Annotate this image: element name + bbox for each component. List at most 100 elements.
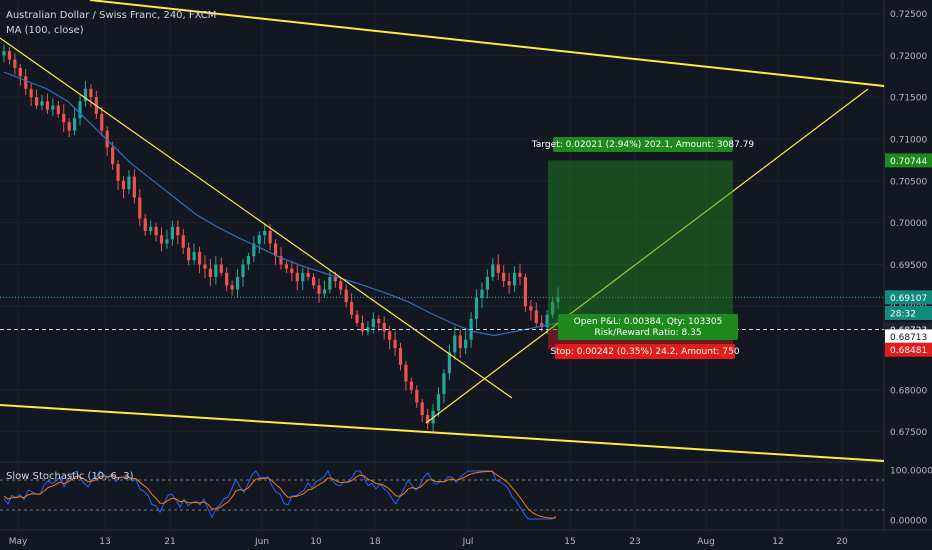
- price-tick-label: 0.69500: [890, 261, 927, 271]
- open-pl-label-text: Risk/Reward Ratio: 8.35: [594, 328, 701, 338]
- candle-body: [7, 51, 12, 60]
- candle-body: [111, 147, 115, 165]
- candle-body: [181, 235, 185, 248]
- candle-body: [328, 277, 332, 290]
- profit-zone: [548, 160, 733, 330]
- candle-body: [398, 348, 403, 365]
- candle-body: [404, 364, 408, 382]
- time-tick-label: 23: [629, 537, 640, 547]
- time-tick-label: 21: [164, 537, 175, 547]
- candle-body: [534, 310, 538, 323]
- time-tick-label: 12: [772, 537, 783, 547]
- time-tick-label: 20: [836, 537, 848, 547]
- candle-body: [149, 226, 153, 231]
- candle-body: [203, 264, 207, 269]
- candle-body: [507, 281, 511, 286]
- candle-body: [235, 277, 240, 290]
- candle-body: [263, 231, 267, 236]
- candle-body: [176, 226, 180, 236]
- open-pl-label: Open P&L: 0.00384, Qty: 103305Risk/Rewar…: [558, 314, 738, 340]
- stoch-tick-label: 0.00000: [890, 517, 927, 527]
- candle-body: [257, 235, 261, 244]
- target-label-text: Target: 0.02021 (2.94%) 202.1, Amount: 3…: [531, 140, 755, 150]
- candle-body: [170, 226, 174, 240]
- candle-body: [317, 285, 321, 294]
- last-badge-text: 0.69107: [890, 294, 927, 304]
- candle-body: [496, 264, 500, 273]
- stop-label-bg: [555, 344, 735, 359]
- candle-body: [219, 264, 223, 273]
- candle-body: [458, 335, 462, 349]
- candle-body: [382, 323, 386, 332]
- candle-body: [100, 113, 104, 131]
- long-position-tool[interactable]: Target: 0.02021 (2.94%) 202.1, Amount: 3…: [531, 137, 755, 359]
- candle-body: [279, 256, 283, 265]
- candle-body: [18, 67, 22, 77]
- time-tick-label: 15: [564, 537, 575, 547]
- time-tick-label: Jul: [462, 537, 474, 547]
- candle-body: [442, 373, 446, 395]
- candle-body: [415, 389, 419, 403]
- target-badge-text: 0.70744: [890, 157, 927, 167]
- candle-body: [45, 101, 50, 110]
- stop-price-badge: 0.68481: [885, 342, 932, 357]
- open-pl-label-text: Open P&L: 0.00384, Qty: 103305: [574, 317, 723, 327]
- indicator-label: Slow Stochastic (10, 6, 3): [6, 471, 134, 482]
- countdown-badge-text: 28:32: [890, 309, 916, 319]
- target-price-badge: 0.70744: [885, 153, 932, 168]
- candle-body: [2, 51, 6, 56]
- candle-body: [480, 289, 484, 298]
- descending-trendline: [0, 37, 513, 399]
- open-pl-label-bg: [558, 314, 738, 340]
- candle-body: [132, 176, 136, 198]
- candle-body: [453, 335, 457, 353]
- stoch-k-line: [3, 469, 557, 520]
- candle-body: [371, 318, 375, 328]
- candle-body: [273, 243, 278, 257]
- candle-body: [116, 164, 120, 181]
- candle-body: [187, 247, 191, 261]
- stop-badge-text: 0.68481: [890, 346, 927, 356]
- legend: Australian Dollar / Swiss Franc, 240, FX…: [6, 8, 216, 38]
- cursor-badge-bg: [885, 329, 932, 344]
- candle-body: [268, 231, 272, 244]
- candle-body: [295, 272, 299, 282]
- candle-body: [34, 97, 39, 106]
- candle-body: [154, 226, 158, 236]
- candle-body: [512, 272, 517, 286]
- main-pane-bg: [0, 0, 884, 462]
- last-badge-bg: [885, 290, 932, 305]
- candle-body: [436, 394, 441, 411]
- target-label-bg: [553, 137, 733, 152]
- candle-body: [40, 101, 44, 106]
- time-tick-label: 18: [369, 537, 381, 547]
- candle-body: [322, 289, 327, 294]
- ma-label: MA (100, close): [6, 25, 84, 36]
- cursor-price-badge: 0.68713: [885, 329, 932, 344]
- candle-body: [333, 277, 337, 282]
- candle-body: [225, 272, 229, 286]
- candle-body: [83, 88, 88, 102]
- candle-body: [105, 130, 109, 148]
- target-badge-bg: [885, 153, 932, 168]
- target-label: Target: 0.02021 (2.94%) 202.1, Amount: 3…: [531, 137, 755, 152]
- candle-body: [159, 235, 164, 244]
- candle-body: [67, 122, 71, 131]
- axes: 0.72500 0.72000 0.71500 0.71000 0.70500 0.700…: [9, 10, 932, 547]
- candle-body: [502, 272, 506, 282]
- stop-badge-bg: [885, 342, 932, 357]
- time-tick-label: 10: [310, 537, 322, 547]
- candle-body: [143, 218, 147, 231]
- candle-body: [208, 268, 212, 277]
- candle-body: [165, 239, 169, 244]
- candle-body: [464, 339, 468, 349]
- candle-body: [306, 272, 310, 277]
- stop-label: Stop: 0.00242 (0.35%) 24.2, Amount: 750: [550, 344, 740, 359]
- candle-body: [540, 323, 544, 328]
- candle-body: [246, 256, 251, 265]
- price-tick-label: 0.72500: [890, 10, 927, 20]
- candle-body: [252, 243, 256, 257]
- grid: [0, 0, 932, 531]
- time-tick-label: Jun: [254, 537, 269, 547]
